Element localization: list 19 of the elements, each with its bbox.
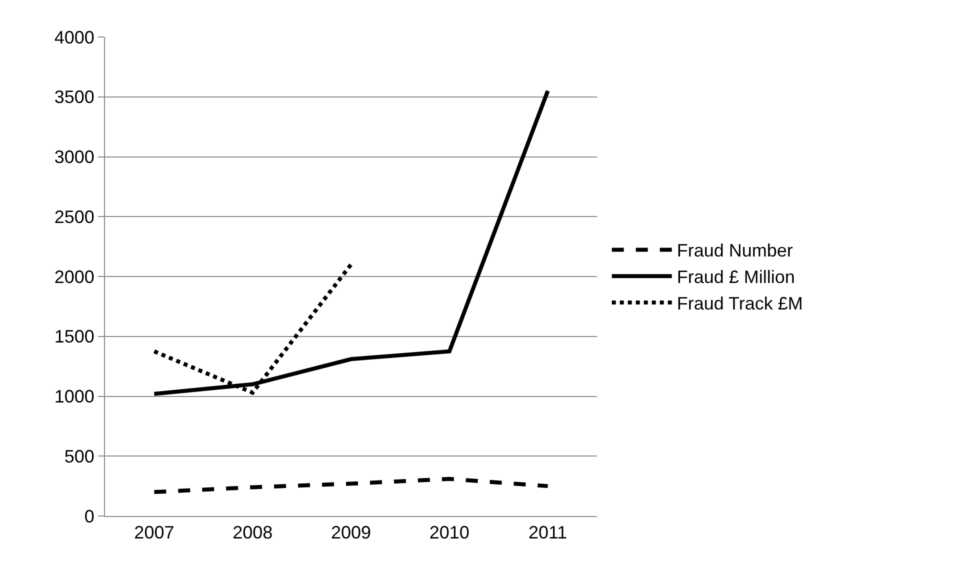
- y-tick-label: 4000: [54, 27, 94, 48]
- y-tick-label: 2000: [54, 266, 94, 287]
- legend-label: Fraud Number: [676, 240, 793, 261]
- x-tick-label: 2009: [330, 522, 372, 543]
- y-tick-label: 2500: [54, 206, 94, 227]
- legend-label: Fraud Track £M: [676, 294, 803, 314]
- line-series: [152, 88, 550, 396]
- y-tick-label: 1500: [54, 326, 94, 347]
- y-tick-label: 0: [84, 506, 94, 526]
- x-tick-label: 2011: [528, 522, 568, 543]
- line-series: [152, 476, 550, 494]
- y-tick-label: 500: [64, 446, 94, 466]
- y-tick-label: 3000: [54, 147, 94, 168]
- y-tick-label: 1000: [54, 386, 94, 407]
- legend-label: Fraud £ Million: [676, 267, 795, 288]
- y-tick-label: 3500: [54, 87, 94, 108]
- x-tick-label: 2010: [429, 522, 470, 543]
- x-tick-label: 2007: [134, 522, 174, 543]
- x-tick-label: 2008: [232, 522, 273, 543]
